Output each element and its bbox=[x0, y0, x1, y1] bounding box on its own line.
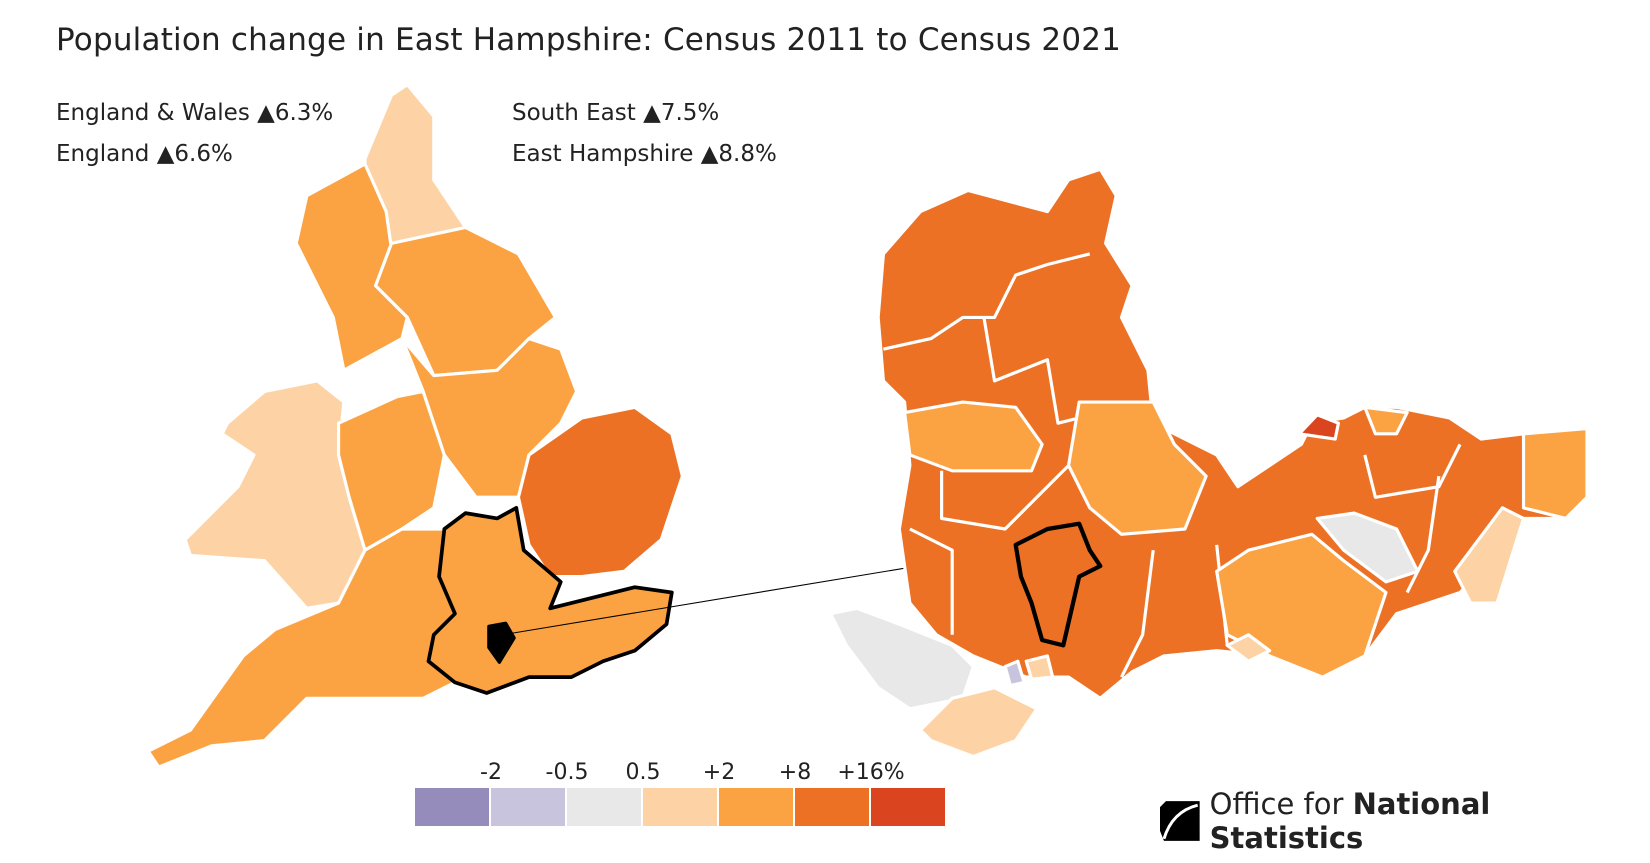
district-folkestone bbox=[1453, 506, 1526, 605]
ons-logo: Office for National Statistics bbox=[1160, 787, 1650, 855]
district-dartford bbox=[1297, 413, 1340, 441]
stat-south-east: South East ▲7.5% bbox=[512, 100, 720, 126]
ons-logo-text: Office for National Statistics bbox=[1209, 787, 1491, 855]
district-medway-area bbox=[1315, 511, 1420, 584]
district-east-kent bbox=[1521, 426, 1589, 521]
region-east bbox=[516, 405, 684, 579]
district-kent-north bbox=[1363, 405, 1409, 436]
legend: -2 -0.5 0.5 +2 +8 +16% bbox=[415, 760, 945, 826]
legend-swatch bbox=[415, 788, 489, 826]
legend-swatch bbox=[871, 788, 945, 826]
legend-label: +16% bbox=[837, 760, 905, 785]
legend-swatch bbox=[795, 788, 869, 826]
ons-logo-icon bbox=[1160, 801, 1200, 841]
east-hampshire-outline bbox=[1013, 521, 1103, 648]
district-brighton bbox=[1225, 633, 1272, 663]
england-wales-map bbox=[146, 83, 684, 769]
district-central-band bbox=[1066, 400, 1208, 536]
legend-label: 0.5 bbox=[625, 760, 661, 785]
legend-swatch bbox=[719, 788, 793, 826]
district-havant bbox=[1024, 654, 1055, 681]
area-new-forest bbox=[828, 606, 975, 711]
area-isle-of-wight bbox=[918, 686, 1039, 759]
legend-swatch bbox=[643, 788, 717, 826]
legend-swatch bbox=[567, 788, 641, 826]
legend-label: -2 bbox=[480, 760, 502, 785]
stat-east-hampshire: East Hampshire ▲8.8% bbox=[512, 141, 777, 167]
district-west-berkshire bbox=[903, 400, 1044, 473]
south-east-map bbox=[828, 167, 1589, 759]
district-portsmouth bbox=[1003, 659, 1026, 688]
legend-swatch bbox=[491, 788, 565, 826]
legend-label: -0.5 bbox=[545, 760, 589, 785]
legend-label: +8 bbox=[778, 760, 812, 785]
region-east-midlands bbox=[400, 336, 579, 499]
stat-england: England ▲6.6% bbox=[56, 141, 233, 167]
region-wales bbox=[183, 379, 367, 610]
legend-label: +2 bbox=[702, 760, 736, 785]
east-hampshire-location bbox=[487, 621, 516, 664]
page-title: Population change in East Hampshire: Cen… bbox=[56, 22, 1122, 58]
region-west-midlands bbox=[336, 389, 446, 552]
stat-england-wales: England & Wales ▲6.3% bbox=[56, 100, 334, 126]
